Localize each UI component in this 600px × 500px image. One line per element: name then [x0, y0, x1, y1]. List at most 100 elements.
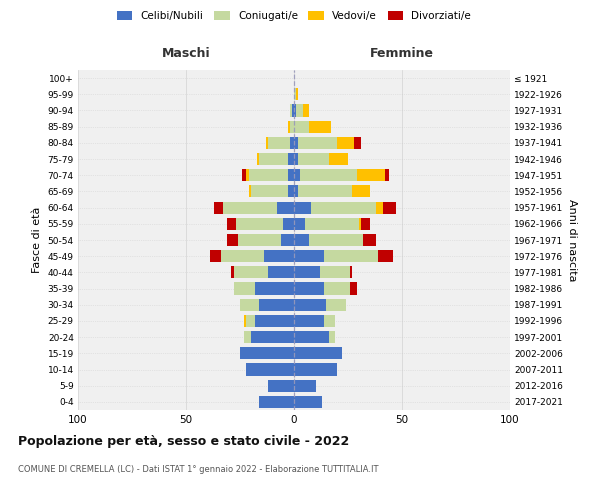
Bar — [296, 88, 298, 101]
Text: Popolazione per età, sesso e stato civile - 2022: Popolazione per età, sesso e stato civil… — [18, 435, 349, 448]
Bar — [242, 169, 247, 181]
Bar — [320, 266, 350, 278]
Bar — [251, 331, 294, 343]
Bar — [248, 186, 251, 198]
Bar — [255, 315, 294, 327]
Bar — [287, 153, 294, 165]
Bar — [329, 153, 348, 165]
Bar — [385, 169, 389, 181]
Bar — [311, 202, 376, 213]
Bar — [298, 137, 337, 149]
Bar — [294, 120, 309, 132]
Bar — [247, 315, 255, 327]
Bar — [337, 137, 355, 149]
Bar — [238, 234, 281, 246]
Text: COMUNE DI CREMELLA (LC) - Dati ISTAT 1° gennaio 2022 - Elaborazione TUTTITALIA.I: COMUNE DI CREMELLA (LC) - Dati ISTAT 1° … — [18, 465, 379, 474]
Bar — [268, 137, 290, 149]
Bar — [294, 396, 322, 408]
Bar — [294, 348, 341, 360]
Bar — [301, 169, 356, 181]
Bar — [247, 364, 294, 376]
Bar — [290, 137, 294, 149]
Bar — [294, 315, 324, 327]
Bar — [233, 266, 268, 278]
Text: Femmine: Femmine — [370, 48, 434, 60]
Bar — [287, 186, 294, 198]
Bar — [326, 298, 346, 311]
Bar — [298, 153, 329, 165]
Bar — [294, 298, 326, 311]
Bar — [350, 266, 352, 278]
Bar — [361, 218, 370, 230]
Bar — [294, 169, 301, 181]
Bar — [251, 186, 287, 198]
Bar — [356, 169, 385, 181]
Bar — [244, 331, 251, 343]
Bar — [236, 218, 283, 230]
Bar — [281, 234, 294, 246]
Bar — [329, 331, 335, 343]
Bar — [294, 364, 337, 376]
Bar — [294, 380, 316, 392]
Bar — [292, 104, 294, 117]
Bar — [259, 298, 294, 311]
Bar — [350, 282, 356, 294]
Bar — [294, 266, 320, 278]
Bar — [324, 282, 350, 294]
Bar — [290, 104, 292, 117]
Bar — [294, 202, 311, 213]
Bar — [324, 315, 335, 327]
Bar — [255, 282, 294, 294]
Bar — [294, 137, 298, 149]
Bar — [240, 348, 294, 360]
Bar — [214, 202, 223, 213]
Bar — [294, 234, 309, 246]
Bar — [232, 266, 233, 278]
Bar — [294, 186, 298, 198]
Bar — [352, 186, 370, 198]
Bar — [309, 234, 363, 246]
Bar — [376, 202, 383, 213]
Bar — [259, 153, 287, 165]
Bar — [363, 234, 376, 246]
Text: Maschi: Maschi — [161, 48, 211, 60]
Bar — [268, 380, 294, 392]
Bar — [240, 298, 259, 311]
Bar — [294, 104, 296, 117]
Bar — [259, 396, 294, 408]
Bar — [287, 169, 294, 181]
Bar — [294, 153, 298, 165]
Bar — [266, 137, 268, 149]
Bar — [359, 218, 361, 230]
Legend: Celibi/Nubili, Coniugati/e, Vedovi/e, Divorziati/e: Celibi/Nubili, Coniugati/e, Vedovi/e, Di… — [113, 8, 475, 24]
Bar — [355, 137, 361, 149]
Bar — [290, 120, 294, 132]
Bar — [268, 266, 294, 278]
Bar — [277, 202, 294, 213]
Bar — [302, 104, 309, 117]
Bar — [296, 104, 302, 117]
Bar — [283, 218, 294, 230]
Bar — [257, 153, 259, 165]
Bar — [227, 234, 238, 246]
Bar — [294, 250, 324, 262]
Bar — [221, 250, 264, 262]
Bar — [248, 169, 287, 181]
Bar — [294, 88, 296, 101]
Y-axis label: Anni di nascita: Anni di nascita — [568, 198, 577, 281]
Bar — [227, 218, 236, 230]
Bar — [223, 202, 277, 213]
Bar — [294, 218, 305, 230]
Bar — [264, 250, 294, 262]
Bar — [294, 282, 324, 294]
Bar — [298, 186, 352, 198]
Bar — [233, 282, 255, 294]
Bar — [294, 331, 329, 343]
Bar — [383, 202, 395, 213]
Bar — [324, 250, 378, 262]
Bar — [305, 218, 359, 230]
Y-axis label: Fasce di età: Fasce di età — [32, 207, 42, 273]
Bar — [244, 315, 247, 327]
Bar — [210, 250, 221, 262]
Bar — [378, 250, 394, 262]
